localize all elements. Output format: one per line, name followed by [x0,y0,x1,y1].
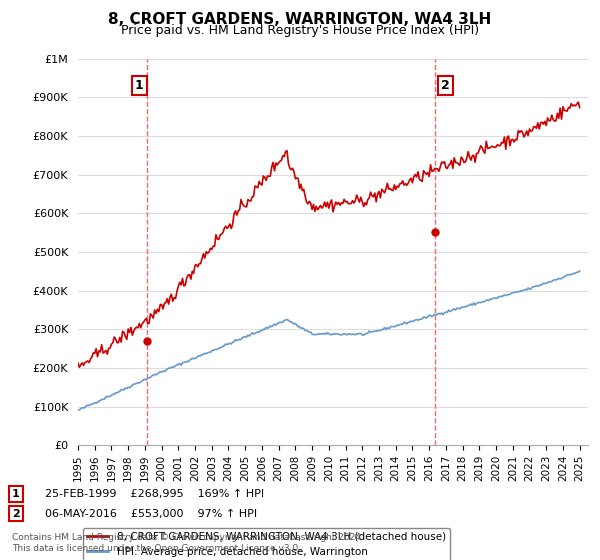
Text: 8, CROFT GARDENS, WARRINGTON, WA4 3LH: 8, CROFT GARDENS, WARRINGTON, WA4 3LH [109,12,491,27]
Text: 2: 2 [440,80,449,92]
Text: 1: 1 [12,489,20,499]
Legend: 8, CROFT GARDENS, WARRINGTON, WA4 3LH (detached house), HPI: Average price, deta: 8, CROFT GARDENS, WARRINGTON, WA4 3LH (d… [83,528,450,560]
Text: 1: 1 [134,80,143,92]
Text: Price paid vs. HM Land Registry's House Price Index (HPI): Price paid vs. HM Land Registry's House … [121,24,479,37]
Text: Contains HM Land Registry data © Crown copyright and database right 2024.
This d: Contains HM Land Registry data © Crown c… [12,533,364,553]
Text: 06-MAY-2016    £553,000    97% ↑ HPI: 06-MAY-2016 £553,000 97% ↑ HPI [45,508,257,519]
Text: 2: 2 [12,508,20,519]
Text: 25-FEB-1999    £268,995    169% ↑ HPI: 25-FEB-1999 £268,995 169% ↑ HPI [45,489,264,499]
